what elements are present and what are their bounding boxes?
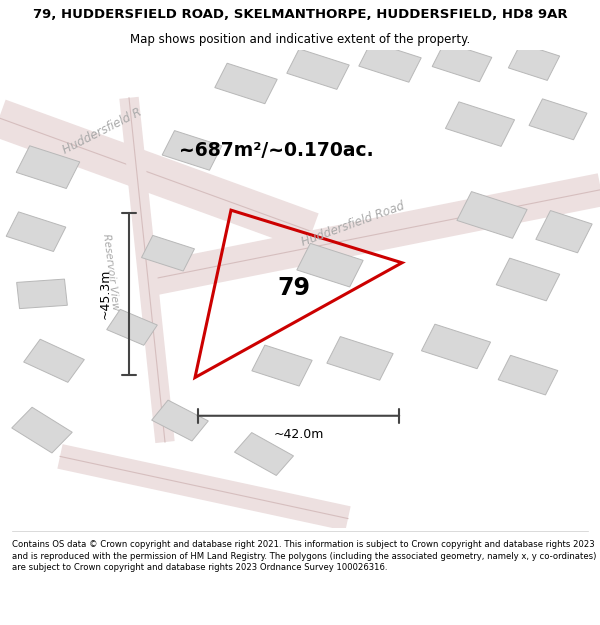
Polygon shape: [287, 49, 349, 89]
Polygon shape: [457, 192, 527, 238]
Polygon shape: [162, 131, 222, 170]
Polygon shape: [359, 42, 421, 82]
Text: Huddersfield R: Huddersfield R: [60, 106, 143, 157]
Text: ~687m²/~0.170ac.: ~687m²/~0.170ac.: [179, 141, 373, 160]
Polygon shape: [252, 345, 312, 386]
Polygon shape: [496, 258, 560, 301]
Polygon shape: [12, 408, 72, 453]
Text: 79, HUDDERSFIELD ROAD, SKELMANTHORPE, HUDDERSFIELD, HD8 9AR: 79, HUDDERSFIELD ROAD, SKELMANTHORPE, HU…: [32, 8, 568, 21]
Polygon shape: [498, 356, 558, 395]
Text: Contains OS data © Crown copyright and database right 2021. This information is : Contains OS data © Crown copyright and d…: [12, 540, 596, 572]
Text: Huddersfield Road: Huddersfield Road: [300, 200, 407, 249]
Polygon shape: [142, 236, 194, 271]
Polygon shape: [16, 146, 80, 189]
Polygon shape: [235, 432, 293, 476]
Polygon shape: [23, 339, 85, 382]
Polygon shape: [508, 44, 560, 81]
Polygon shape: [421, 324, 491, 369]
Polygon shape: [529, 99, 587, 140]
Polygon shape: [17, 279, 67, 309]
Text: ~42.0m: ~42.0m: [274, 428, 323, 441]
Polygon shape: [432, 42, 492, 82]
Polygon shape: [327, 337, 393, 380]
Text: ~45.3m: ~45.3m: [98, 269, 112, 319]
Polygon shape: [152, 400, 208, 441]
Polygon shape: [215, 63, 277, 104]
Polygon shape: [6, 212, 66, 251]
Polygon shape: [445, 102, 515, 146]
Polygon shape: [536, 211, 592, 252]
Text: Reservoir View: Reservoir View: [101, 233, 121, 311]
Polygon shape: [297, 243, 363, 287]
Text: 79: 79: [277, 276, 311, 300]
Text: Map shows position and indicative extent of the property.: Map shows position and indicative extent…: [130, 32, 470, 46]
Polygon shape: [107, 309, 157, 345]
